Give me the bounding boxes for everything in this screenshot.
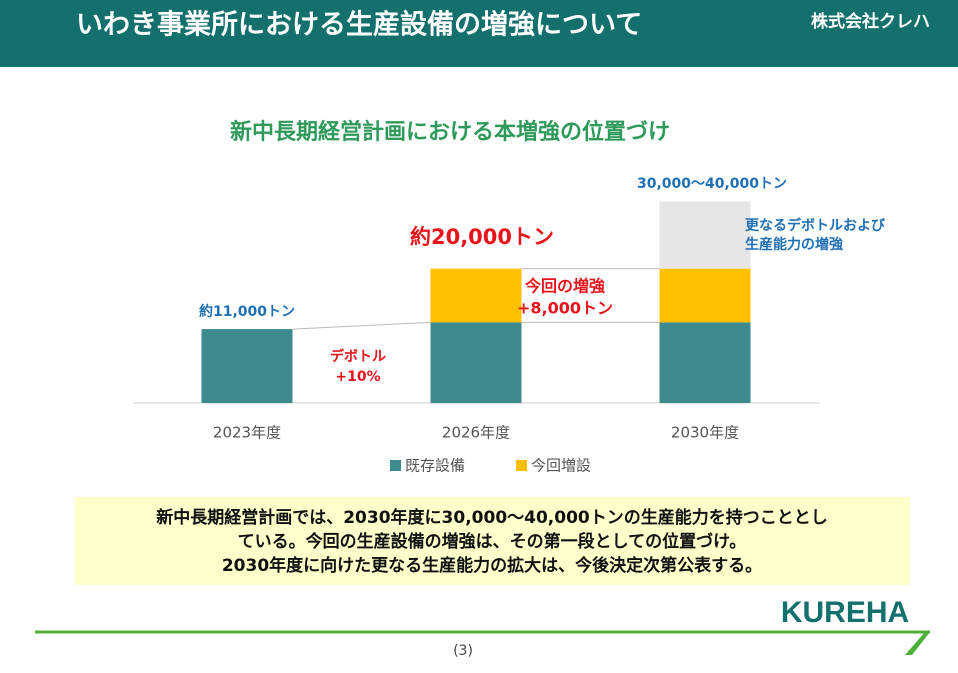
annotation: 生産能力の増強 [745, 236, 843, 253]
legend-swatch [516, 460, 527, 471]
page-number: (3) [453, 643, 473, 659]
legend-label: 今回増設 [531, 457, 591, 475]
bar-segment [659, 268, 751, 323]
annotation: +8,000トン [517, 299, 613, 318]
annotation: 約11,000トン [199, 303, 295, 320]
logo-mark [905, 632, 930, 655]
annotation: 今回の増強 [524, 277, 605, 296]
x-tick-label: 2023年度 [213, 424, 281, 442]
header-title: いわき事業所における生産設備の増強について [76, 9, 642, 41]
bar-segment [659, 201, 751, 269]
note-line: 新中長期経営計画では、2030年度に30,000～40,000トンの生産能力を持… [156, 507, 828, 528]
chart-title: 新中長期経営計画における本増強の位置づけ [230, 119, 670, 145]
note: 新中長期経営計画では、2030年度に30,000～40,000トンの生産能力を持… [156, 507, 828, 576]
note-box [75, 497, 910, 585]
bar-segment [430, 322, 522, 403]
bar-segment [659, 322, 751, 403]
annotation: +10% [335, 369, 380, 385]
bar-segment [430, 268, 522, 323]
logo: KUREHA [781, 596, 909, 629]
company-name: 株式会社クレハ [811, 11, 930, 32]
x-tick-label: 2026年度 [442, 424, 510, 442]
legend-swatch [390, 460, 401, 471]
note-line: ている。今回の生産設備の増強は、その第一段としての位置づけ。 [238, 531, 747, 552]
annotation: 更なるデボトルおよび [745, 217, 886, 234]
note-line: 2030年度に向けた更なる生産能力の拡大は、今後決定次第公表する。 [222, 555, 762, 576]
connector [292, 321, 431, 330]
annotation: デボトル [330, 348, 386, 365]
bar-segment [201, 329, 293, 403]
x-tick-label: 2030年度 [671, 424, 739, 442]
legend-label: 既存設備 [405, 457, 465, 475]
annotation: 30,000～40,000トン [637, 176, 787, 192]
header-bar [0, 0, 958, 67]
annotation: 約20,000トン [410, 225, 554, 249]
